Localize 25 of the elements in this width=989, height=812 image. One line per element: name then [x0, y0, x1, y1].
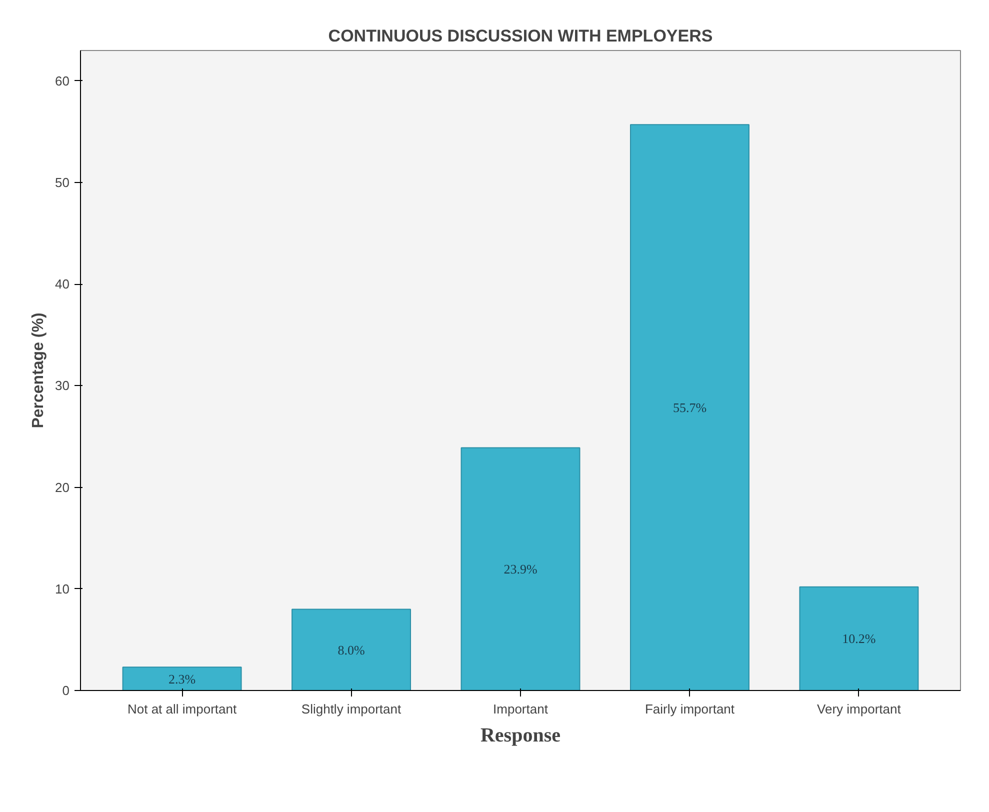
data-label: 55.7% — [672, 400, 707, 416]
y-tick-label: 40 — [55, 276, 70, 292]
data-label: 2.3% — [168, 671, 196, 686]
data-label: 23.9% — [504, 562, 538, 577]
data-label: 10.2% — [842, 631, 876, 646]
bar — [630, 124, 750, 690]
x-tick-label: Fairly important — [644, 702, 735, 716]
y-tick-label: 20 — [55, 480, 70, 495]
y-tick-label: 0 — [62, 683, 70, 698]
y-tick-label: 30 — [55, 378, 70, 394]
bar — [460, 447, 580, 690]
bar — [292, 608, 411, 690]
y-tick-label: 10 — [55, 581, 70, 596]
x-tick-label: Slightly important — [301, 702, 402, 716]
y-axis-title: Percentage (%) — [30, 312, 48, 428]
y-tick-label: 50 — [55, 175, 70, 190]
bar — [799, 586, 919, 690]
bar — [122, 666, 242, 690]
x-tick-label: Not at all important — [127, 702, 237, 716]
chart-title: CONTINUOUS DISCUSSION WITH EMPLOYERS — [328, 26, 713, 46]
data-label: 8.0% — [338, 642, 365, 658]
x-tick-label: Very important — [817, 702, 902, 716]
x-tick-label: Important — [493, 702, 548, 716]
y-tick-label: 60 — [55, 73, 70, 88]
x-axis-title: Response — [480, 724, 561, 746]
